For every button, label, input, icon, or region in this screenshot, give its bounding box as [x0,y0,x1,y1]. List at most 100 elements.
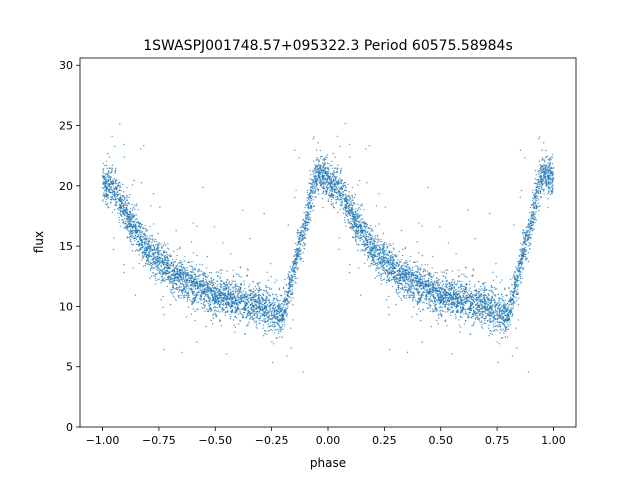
data-point [424,297,426,300]
data-point [394,279,396,281]
data-point [106,187,108,189]
data-point [544,168,547,171]
data-point [312,179,315,181]
data-point [285,284,288,286]
data-point [469,287,471,290]
data-point [131,203,133,206]
data-point [382,257,385,260]
data-point [269,309,271,311]
data-point [154,262,156,264]
data-point [526,230,529,232]
data-point [380,264,383,267]
data-point [532,228,534,230]
data-point [409,291,411,294]
data-point [536,186,539,189]
data-point [450,314,452,317]
data-point [381,240,383,243]
data-point [420,287,423,290]
data-point [152,240,154,242]
data-point [317,190,319,192]
data-point [442,295,444,297]
data-point [535,211,537,213]
data-point [348,227,351,229]
data-point [344,189,346,192]
data-point [214,303,216,305]
data-point [244,287,246,290]
data-point [419,319,422,322]
data-point [300,250,302,252]
data-point [341,200,343,203]
data-point [176,278,178,280]
data-point [480,316,483,319]
data-point [455,315,457,318]
data-point [144,225,147,227]
data-point [540,188,542,190]
data-point [472,315,474,317]
data-point [487,314,489,317]
data-point [313,183,316,185]
data-point [317,141,319,144]
data-point [349,264,351,266]
data-point [169,267,172,269]
data-point [222,242,224,244]
data-point [274,308,276,310]
data-point [504,336,506,338]
data-point [143,227,145,229]
data-point [367,236,369,238]
data-point [323,187,326,189]
data-point [199,263,201,266]
data-point [323,175,326,177]
data-point [217,283,219,286]
data-point [384,258,387,261]
data-point [499,332,501,334]
data-point [439,312,442,314]
data-point [158,278,160,280]
data-point [512,277,514,279]
data-point [312,209,315,212]
data-point [213,226,216,228]
data-point [223,304,225,306]
data-point [292,260,294,263]
data-point [142,226,144,229]
data-point [277,330,280,332]
data-point [157,249,160,251]
data-point [116,191,118,193]
data-point [472,269,475,271]
data-point [196,301,198,303]
data-point [543,173,545,176]
data-point [186,269,188,272]
data-point [513,291,515,294]
data-point [552,188,554,190]
data-point [175,299,177,302]
data-point [462,292,464,294]
data-point [206,295,208,297]
data-point [468,290,470,292]
data-point [343,193,345,196]
data-point [247,294,250,296]
data-point [242,209,244,211]
data-point [283,321,285,324]
data-point [193,300,195,302]
data-point [161,272,163,274]
data-point [151,241,153,244]
data-point [494,288,497,290]
data-point [414,274,417,277]
data-point [354,219,356,221]
data-point [107,178,109,180]
data-point [392,257,394,260]
data-point [253,313,255,315]
data-point [500,337,503,339]
data-point [355,238,357,241]
data-point [330,177,332,179]
data-point [488,212,491,215]
data-point [345,190,348,192]
data-point [552,162,554,165]
data-point [486,296,489,299]
data-point [317,169,320,171]
data-point [174,261,176,263]
data-point [549,170,551,172]
data-point [413,291,415,293]
data-point [414,299,417,301]
data-point [236,299,238,302]
data-point [168,279,171,281]
